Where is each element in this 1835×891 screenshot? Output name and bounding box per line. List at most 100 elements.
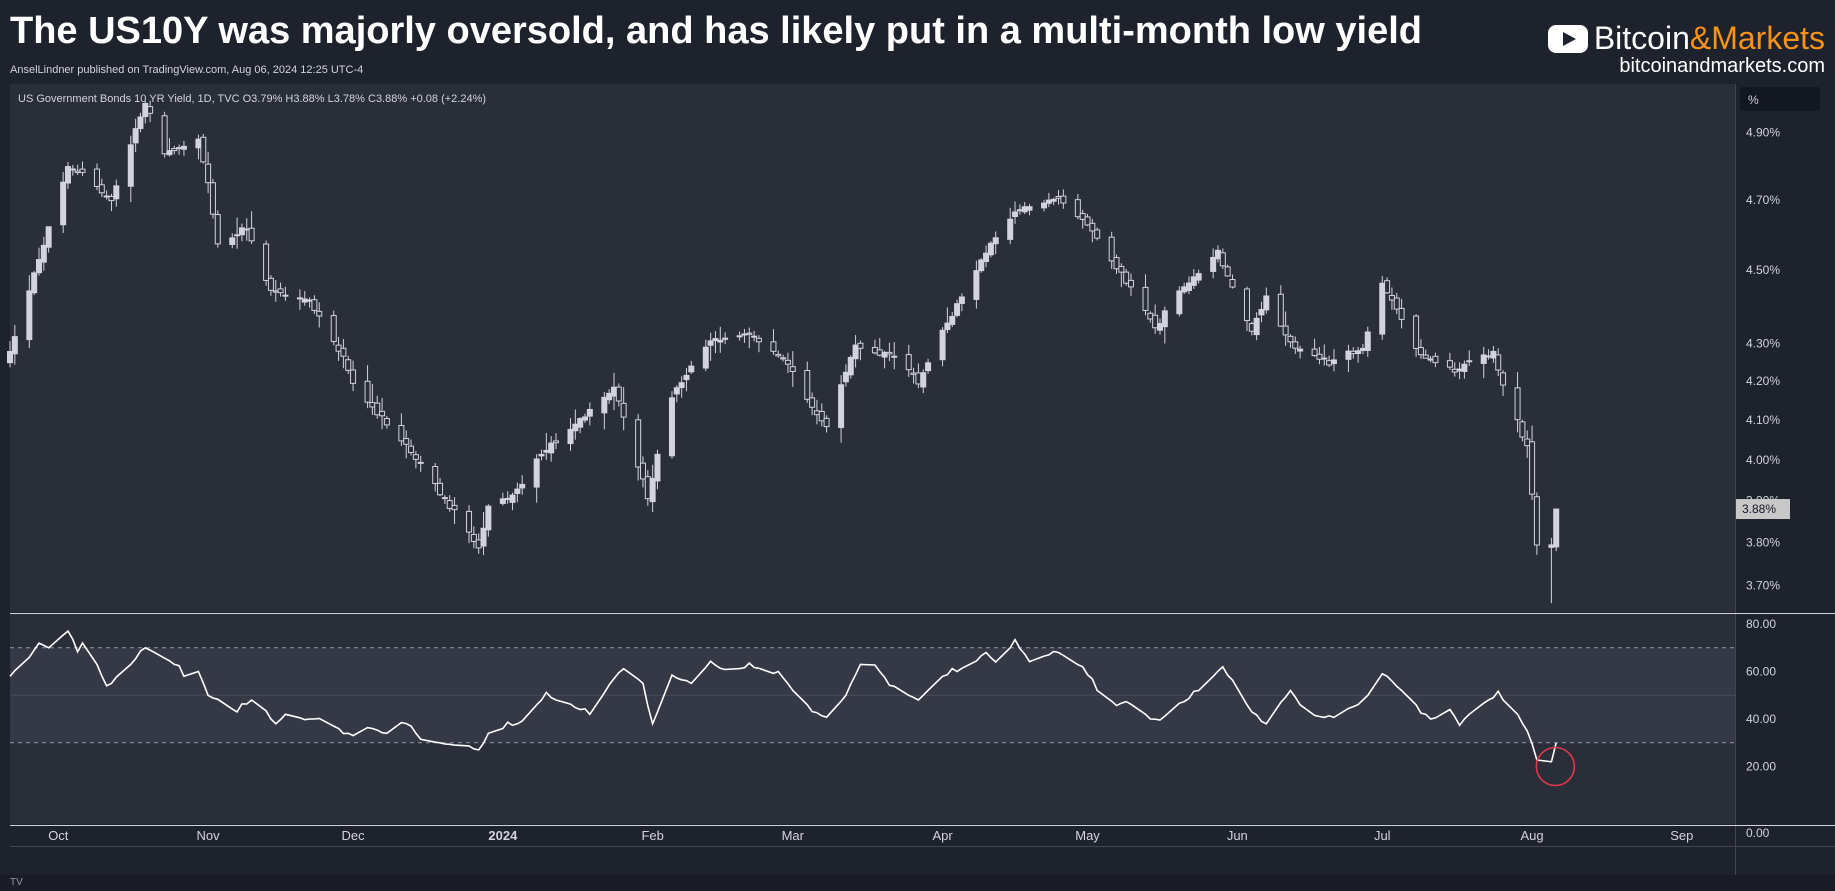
candle-body: [553, 440, 560, 444]
candle-body: [949, 315, 956, 325]
candle-body: [1123, 271, 1130, 284]
candle-body: [248, 227, 255, 242]
bottom-strip: TV: [0, 875, 1835, 891]
candle: [847, 355, 854, 379]
legend-part: 3.78%: [334, 93, 368, 105]
candle: [1277, 285, 1284, 327]
candle-body: [1316, 353, 1323, 360]
candle-body: [267, 277, 274, 291]
candle-body: [209, 182, 216, 215]
candle-body: [1016, 209, 1023, 212]
candle-body: [717, 339, 724, 343]
candle: [1210, 248, 1217, 279]
candle-body: [1214, 249, 1221, 260]
candle-body: [722, 337, 729, 340]
candle-body: [11, 336, 18, 355]
candle: [340, 339, 347, 369]
candle-body: [316, 310, 323, 317]
candle-body: [417, 461, 424, 464]
candle: [127, 135, 134, 203]
candle-body: [1432, 355, 1439, 364]
candle-body: [615, 386, 622, 402]
brand-logo[interactable]: Bitcoin&Markets bitcoinandmarkets.com: [1547, 20, 1825, 78]
candle-body: [1553, 508, 1560, 548]
candle-body: [1461, 363, 1468, 372]
candle: [1495, 348, 1502, 377]
candle: [79, 161, 86, 176]
candle-body: [1292, 341, 1299, 349]
candle: [466, 505, 473, 544]
price-tick-label: 4.00%: [1746, 453, 1780, 467]
candle: [567, 418, 574, 451]
candle: [485, 504, 492, 537]
candle: [161, 111, 168, 158]
candles: [7, 100, 1560, 604]
candle-body: [480, 527, 487, 547]
candle: [586, 402, 593, 426]
candle: [1185, 276, 1192, 295]
candle: [499, 492, 506, 506]
candle-body: [1466, 360, 1473, 363]
candle: [668, 391, 675, 459]
candle-body: [171, 148, 178, 152]
price-tick-label: 4.20%: [1746, 374, 1780, 388]
legend-part: O: [243, 93, 252, 105]
candle: [983, 245, 990, 268]
time-tick-label: Feb: [641, 828, 663, 843]
candle-body: [1446, 360, 1453, 368]
candle-body: [958, 296, 965, 304]
candle-body: [1041, 202, 1048, 209]
time-tick-label: Mar: [782, 828, 805, 843]
candle-body: [582, 416, 588, 421]
candle-body: [920, 372, 927, 388]
candle: [939, 327, 946, 367]
candle-body: [485, 505, 492, 531]
chart-area[interactable]: 4.90%4.70%4.50%4.30%4.20%4.10%4.00%3.90%…: [0, 82, 1835, 875]
candle-body: [1519, 421, 1526, 438]
scale-unit-label: %: [1748, 93, 1759, 107]
candle-body: [243, 228, 250, 231]
candle-body: [161, 115, 168, 155]
candle-body: [910, 372, 917, 375]
candle: [683, 367, 690, 392]
candle: [282, 286, 289, 301]
candle-body: [504, 497, 511, 500]
candle: [1224, 264, 1231, 277]
time-tick-label: Dec: [342, 828, 366, 843]
candle: [267, 275, 274, 296]
candle: [1422, 349, 1429, 359]
candle-body: [1311, 348, 1318, 357]
chart-title: The US10Y was majorly oversold, and has …: [10, 10, 1422, 52]
candle: [1060, 189, 1067, 209]
candle: [11, 324, 18, 365]
candle-body: [1210, 256, 1217, 272]
candle-body: [1287, 335, 1294, 343]
candle-body: [1495, 354, 1502, 371]
candle-body: [398, 425, 405, 442]
candle-body: [437, 482, 444, 496]
candle: [470, 526, 477, 549]
candle-body: [702, 346, 709, 369]
candle-body: [1263, 295, 1270, 311]
candle: [166, 138, 173, 157]
candle: [1113, 254, 1120, 274]
candle: [881, 350, 888, 369]
candle: [1282, 311, 1289, 346]
candle-body: [601, 396, 608, 414]
candle: [1195, 269, 1202, 284]
candle-body: [79, 168, 86, 173]
candle-body: [263, 243, 270, 281]
candle: [649, 464, 656, 513]
brand-url[interactable]: bitcoinandmarkets.com: [1619, 55, 1825, 77]
candle-body: [412, 454, 419, 460]
candle-body: [1480, 354, 1487, 364]
candle: [978, 258, 985, 273]
candle: [1316, 346, 1323, 365]
candle-body: [137, 116, 144, 129]
candle-body: [108, 196, 115, 202]
candle: [35, 247, 42, 276]
candle-body: [301, 298, 308, 303]
candle-body: [340, 347, 347, 357]
candle-body: [915, 372, 922, 385]
candle: [316, 302, 323, 328]
